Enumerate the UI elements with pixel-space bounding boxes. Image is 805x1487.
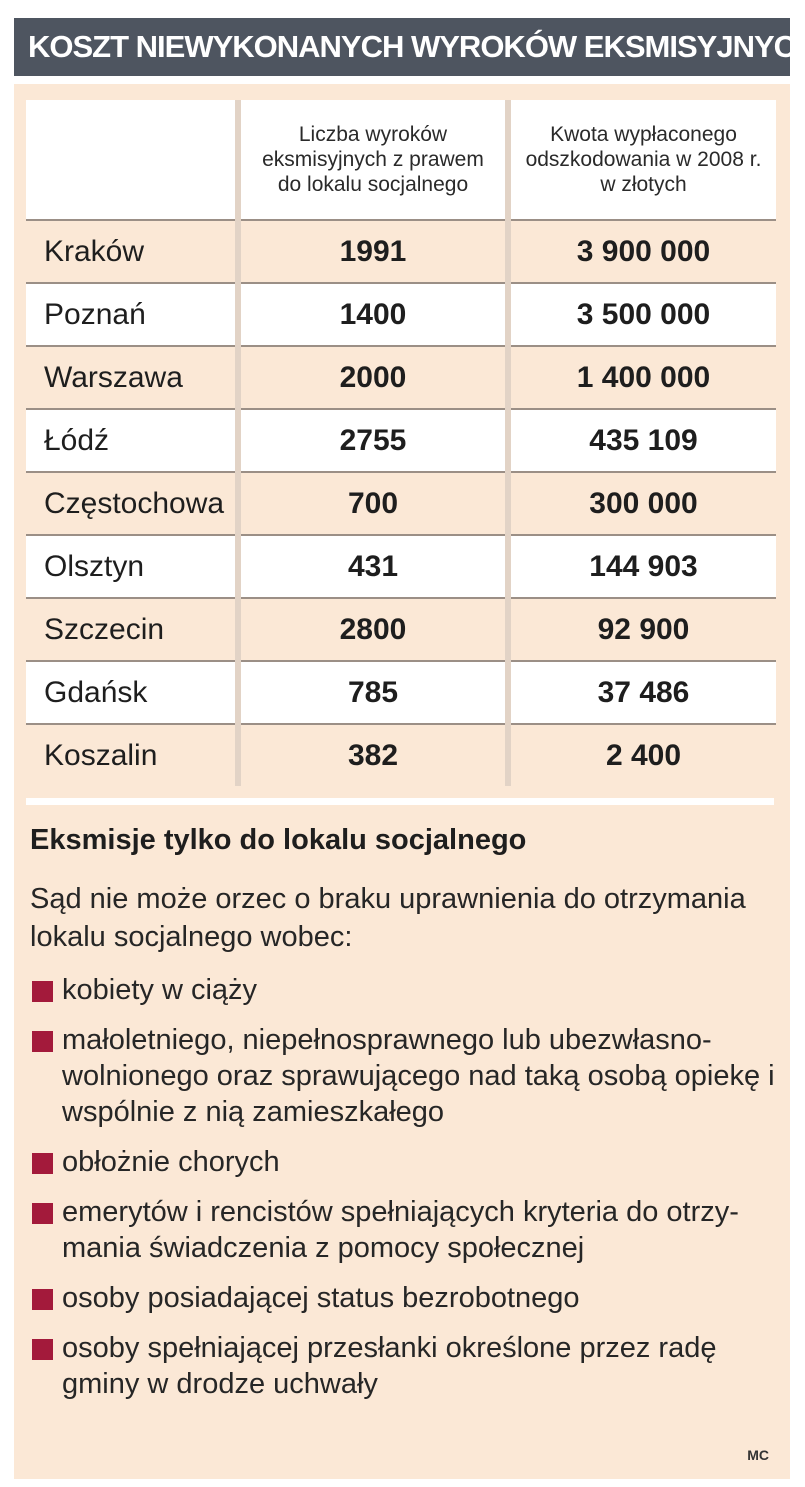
credit: MC xyxy=(747,1447,769,1463)
amount-cell: 3 500 000 xyxy=(505,282,776,346)
city-cell: Szczecin xyxy=(26,597,238,661)
list-item-text: emerytów i rencistów spełniających kryte… xyxy=(62,1196,739,1264)
bullet-square-icon xyxy=(32,1031,53,1052)
header-count: Liczba wyroków eksmisyjnych z prawem do … xyxy=(235,100,508,220)
table-row: Warszawa 2000 1 400 000 xyxy=(26,345,776,409)
table-header-row: Liczba wyroków eksmisyjnych z prawem do … xyxy=(26,100,776,220)
list-item: osoby spełniającej przesłanki określone … xyxy=(30,1330,775,1402)
city-cell: Warszawa xyxy=(26,345,238,409)
count-cell: 700 xyxy=(235,471,508,535)
list-item-text: obłożnie chorych xyxy=(62,1146,280,1178)
amount-cell: 144 903 xyxy=(505,534,776,598)
list-item: obłożnie chorych xyxy=(30,1144,775,1180)
table-row: Olsztyn 431 144 903 xyxy=(26,534,776,598)
list-item: osoby posiadającej status bezrobotnego xyxy=(30,1280,775,1316)
bullet-list: kobiety w ciąży małoletniego, niepełnospr… xyxy=(30,972,775,1416)
city-cell: Poznań xyxy=(26,282,238,346)
bullet-square-icon xyxy=(32,1289,53,1310)
table-body: Kraków 1991 3 900 000 Poznań 1400 3 500 000 Wa… xyxy=(26,219,776,786)
list-item: emerytów i rencistów spełniających kryte… xyxy=(30,1194,775,1266)
count-cell: 382 xyxy=(235,723,508,786)
amount-cell: 2 400 xyxy=(505,723,776,786)
table-row: Gdańsk 785 37 486 xyxy=(26,660,776,724)
city-cell: Kraków xyxy=(26,219,238,283)
chart-title: KOSZT NIEWYKONANYCH WYROKÓW EKSMISYJNYCH xyxy=(14,18,790,76)
city-cell: Częstochowa xyxy=(26,471,238,535)
list-item-text: małoletniego, niepełnosprawnego lub ubez… xyxy=(62,1024,775,1128)
city-cell: Gdańsk xyxy=(26,660,238,724)
city-cell: Olsztyn xyxy=(26,534,238,598)
list-item-text: kobiety w ciąży xyxy=(62,974,258,1006)
list-item-text: osoby spełniającej przesłanki określone … xyxy=(62,1332,717,1400)
count-cell: 2000 xyxy=(235,345,508,409)
list-item: małoletniego, niepełnosprawnego lub ubez… xyxy=(30,1022,775,1130)
bullet-square-icon xyxy=(32,1153,53,1174)
count-cell: 2755 xyxy=(235,408,508,472)
count-cell: 2800 xyxy=(235,597,508,661)
section-intro: Sąd nie może orzec o braku uprawnienia d… xyxy=(30,883,746,953)
amount-cell: 435 109 xyxy=(505,408,776,472)
bullet-square-icon xyxy=(32,981,53,1002)
city-cell: Łódź xyxy=(26,408,238,472)
separator xyxy=(26,798,774,805)
table-row: Koszalin 382 2 400 xyxy=(26,723,776,786)
bullet-square-icon xyxy=(32,1339,53,1360)
count-cell: 1400 xyxy=(235,282,508,346)
amount-cell: 1 400 000 xyxy=(505,345,776,409)
amount-cell: 37 486 xyxy=(505,660,776,724)
table-row: Poznań 1400 3 500 000 xyxy=(26,282,776,346)
header-city xyxy=(26,100,238,220)
table-row: Kraków 1991 3 900 000 xyxy=(26,219,776,283)
list-item: kobiety w ciąży xyxy=(30,972,775,1008)
amount-cell: 3 900 000 xyxy=(505,219,776,283)
header-amount: Kwota wypłaconego odszkodowania w 2008 r… xyxy=(505,100,776,220)
table-row: Łódź 2755 435 109 xyxy=(26,408,776,472)
count-cell: 785 xyxy=(235,660,508,724)
table-row: Szczecin 2800 92 900 xyxy=(26,597,776,661)
bullet-square-icon xyxy=(32,1203,53,1224)
city-cell: Koszalin xyxy=(26,723,238,786)
amount-cell: 92 900 xyxy=(505,597,776,661)
data-table: Liczba wyroków eksmisyjnych z prawem do … xyxy=(26,100,776,786)
section-title: Eksmisje tylko do lokalu socjalnego xyxy=(30,824,527,856)
count-cell: 1991 xyxy=(235,219,508,283)
table-row: Częstochowa 700 300 000 xyxy=(26,471,776,535)
count-cell: 431 xyxy=(235,534,508,598)
list-item-text: osoby posiadającej status bezrobotnego xyxy=(62,1282,580,1314)
amount-cell: 300 000 xyxy=(505,471,776,535)
